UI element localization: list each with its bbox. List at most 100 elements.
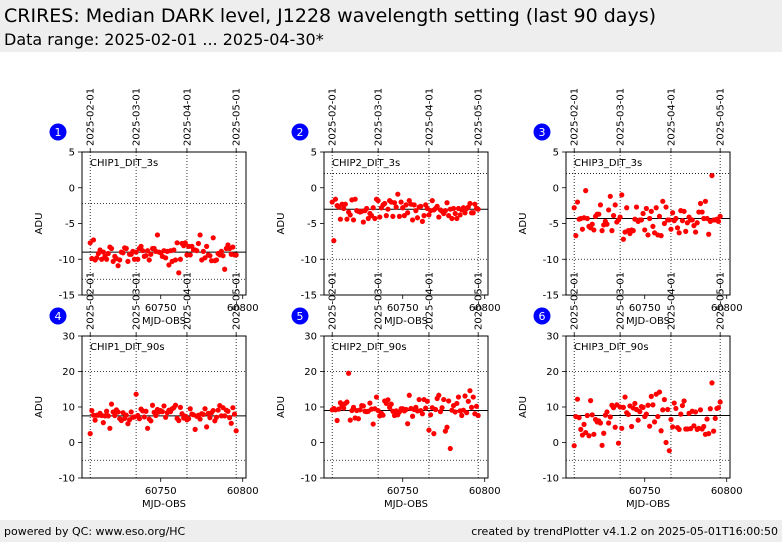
data-point [390, 213, 396, 219]
data-point [161, 403, 167, 409]
data-point [619, 425, 625, 431]
data-point [413, 208, 419, 214]
data-point [469, 404, 475, 410]
data-point [637, 409, 643, 415]
data-point [341, 205, 347, 212]
data-point [711, 428, 717, 434]
data-point [679, 218, 686, 224]
data-point [213, 414, 220, 420]
data-point [584, 412, 590, 419]
data-point [347, 212, 353, 218]
data-point [571, 443, 577, 449]
data-point [138, 243, 144, 249]
data-point [187, 406, 193, 412]
data-point [606, 207, 612, 213]
date-tick-label: 2025-05-01 [716, 88, 727, 146]
data-point [176, 270, 182, 276]
y-tick-label: 0 [311, 183, 317, 194]
panel-badge-number: 1 [55, 126, 62, 139]
data-point [607, 414, 613, 420]
data-point [709, 172, 715, 179]
data-point [647, 423, 653, 429]
data-point [612, 424, 618, 430]
data-point [405, 421, 411, 427]
data-point [409, 413, 416, 419]
data-point [643, 411, 649, 417]
data-point [385, 397, 391, 403]
date-tick-label: 2025-05-01 [232, 88, 243, 146]
data-point [403, 406, 409, 413]
data-point [635, 417, 641, 423]
x-axis-label: MJD-OBS [626, 316, 670, 327]
footer-created: created by trendPlotter v4.1.2 on 2025-0… [471, 525, 778, 538]
y-tick-label: -5 [65, 219, 75, 230]
data-point [385, 206, 391, 212]
data-point [574, 199, 581, 205]
data-point [352, 196, 358, 202]
data-point [663, 439, 669, 446]
data-point [681, 398, 687, 404]
data-point [432, 406, 439, 413]
header-bar: CRIRES: Median DARK level, J1228 wavelen… [0, 0, 782, 52]
x-tick-label: 60750 [629, 486, 661, 497]
y-tick-label: 20 [546, 367, 559, 378]
data-point [607, 193, 613, 199]
data-point [610, 213, 617, 219]
date-tick-label: 2025-03-01 [616, 272, 627, 330]
data-point [475, 206, 481, 212]
data-point [172, 402, 179, 408]
data-point [215, 407, 221, 413]
data-point [355, 416, 362, 422]
data-point [447, 445, 453, 452]
data-point [666, 217, 672, 223]
data-point [648, 208, 654, 214]
data-range-subtitle: Data range: 2025-02-01 ... 2025-04-30* [4, 30, 324, 49]
panel-4: 2025-02-01 2025-03-01 2025-04-01 2025-05-01… [34, 272, 259, 510]
data-point [673, 215, 679, 222]
data-point [370, 205, 376, 211]
data-point [589, 221, 595, 227]
data-point [105, 413, 111, 419]
data-point [222, 266, 228, 272]
x-tick-label: 60800 [227, 303, 259, 314]
x-tick-label: 60800 [711, 486, 743, 497]
data-point [462, 393, 468, 399]
data-point [334, 417, 340, 424]
data-point [89, 407, 95, 414]
data-point [163, 255, 169, 261]
data-point [230, 244, 236, 250]
data-point [449, 215, 455, 222]
data-point [382, 200, 388, 207]
data-point [364, 205, 370, 212]
data-point [660, 198, 666, 204]
data-point [141, 414, 147, 420]
data-point [656, 213, 663, 219]
data-point [647, 215, 653, 222]
data-point [100, 420, 106, 426]
y-axis-label: ADU [276, 213, 287, 235]
y-tick-label: 0 [553, 183, 559, 194]
data-point [586, 433, 592, 439]
data-point [633, 204, 640, 210]
data-point [597, 202, 604, 208]
data-point [661, 220, 668, 227]
data-point [200, 248, 206, 254]
data-point [148, 418, 154, 424]
data-point [104, 256, 110, 262]
data-point [117, 257, 123, 263]
data-point [436, 214, 442, 220]
data-point [702, 198, 709, 204]
panel-label: CHIP3_DIT_90s [574, 342, 649, 353]
data-point [125, 421, 131, 427]
x-tick-label: 60750 [629, 303, 661, 314]
panel-badge-number: 2 [297, 126, 304, 139]
data-point [465, 398, 471, 404]
data-point [416, 396, 422, 403]
data-point [717, 399, 723, 405]
data-point [638, 217, 645, 223]
data-point [204, 243, 210, 249]
data-point [207, 253, 213, 259]
data-point [426, 427, 432, 433]
data-point [439, 405, 445, 411]
data-point [135, 256, 141, 262]
